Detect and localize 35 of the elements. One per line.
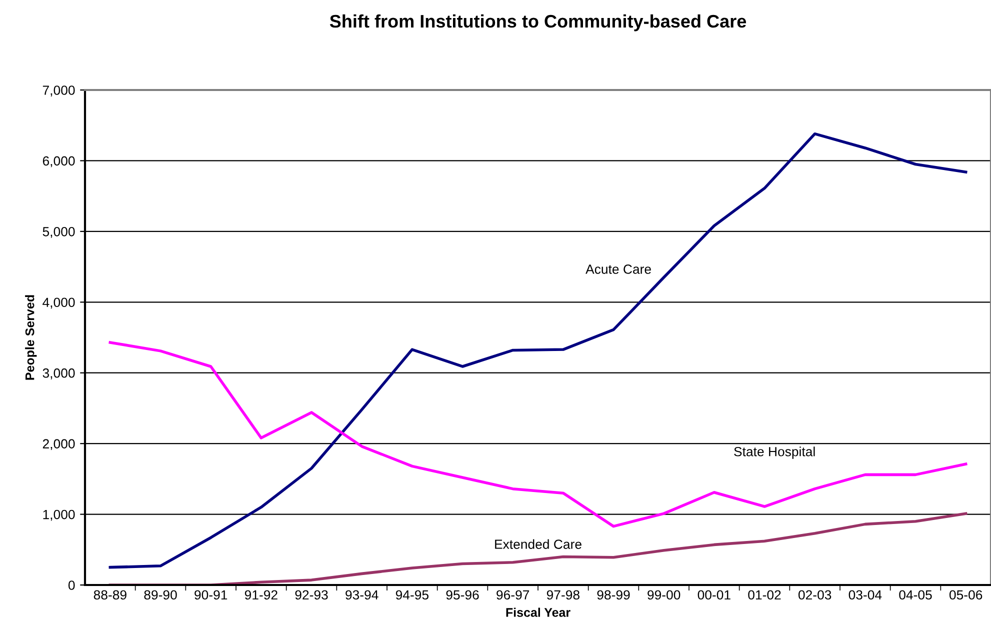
- x-tick-label: 96-97: [496, 590, 530, 600]
- y-tick-label: 0: [68, 580, 75, 590]
- x-tick-label: 91-92: [244, 590, 278, 600]
- x-tick-label: 05-06: [949, 590, 982, 600]
- text: State Hospital: [734, 446, 815, 459]
- x-tick-label: 92-93: [295, 590, 328, 600]
- x-tick-label: 98-99: [597, 590, 630, 600]
- y-tick-label: 3,000: [42, 368, 75, 380]
- x-tick-label: 99-00: [648, 590, 680, 600]
- y-tick-label: 6,000: [42, 156, 75, 168]
- x-tick-label: 04-05: [899, 590, 932, 600]
- chart-title: Shift from Institutions to Community-based Care: [330, 14, 746, 32]
- x-axis-title: Fiscal Year: [506, 608, 570, 617]
- y-tick-label: 5,000: [42, 226, 75, 238]
- x-tick-label: 01-02: [748, 590, 781, 600]
- x-tick-label: 88-89: [94, 590, 126, 600]
- y-tick-label: 1,000: [43, 510, 75, 521]
- x-tick-label: 94-95: [396, 590, 428, 600]
- series-label: Acute Care: [586, 264, 651, 274]
- x-tick-label: 90-91: [194, 590, 228, 600]
- y-tick-label: 7,000: [42, 86, 75, 96]
- line-series: [108, 341, 968, 528]
- y-tick-label: 2,000: [42, 439, 75, 450]
- line-series: [108, 512, 968, 585]
- x-tick-label: 00-01: [698, 590, 730, 600]
- x-tick-label: 93-94: [346, 590, 378, 600]
- y-tick-label: 4,000: [42, 298, 75, 309]
- series-label: Extended Care: [495, 539, 582, 549]
- line-series: [108, 132, 968, 569]
- x-tick-label: 97-98: [546, 590, 580, 600]
- x-tick-label: 03-04: [848, 590, 882, 600]
- y-axis-title: People Served: [25, 295, 37, 380]
- x-tick-label: 89-90: [144, 590, 177, 600]
- x-tick-label: 02-03: [798, 590, 832, 600]
- x-tick-label: 95-96: [446, 590, 479, 600]
